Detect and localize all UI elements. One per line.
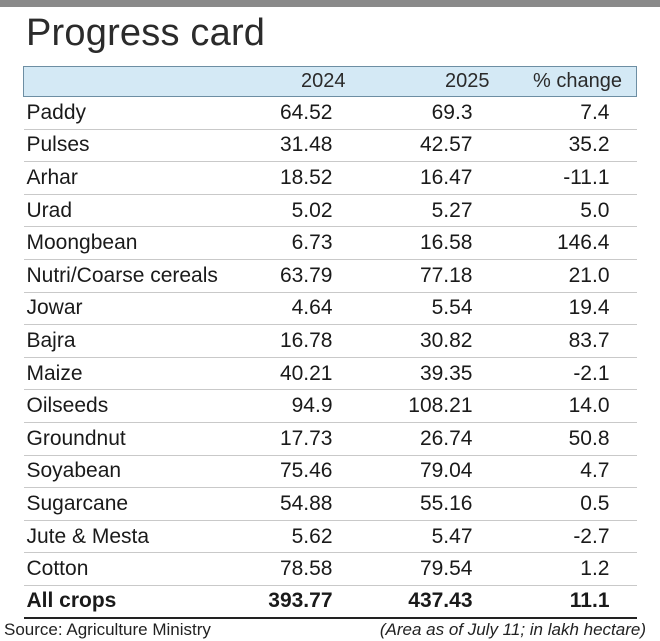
- crop-name-cell: Soyabean: [23, 455, 251, 489]
- table-row: Pulses 31.48 42.57 35.2: [23, 129, 637, 163]
- value-2024-cell: 17.73: [250, 422, 360, 456]
- crop-name-cell: Groundnut: [23, 422, 251, 456]
- crop-name-cell: Oilseeds: [23, 389, 251, 423]
- value-2025-cell: 5.27: [359, 194, 504, 228]
- table-row: Groundnut 17.73 26.74 50.8: [23, 422, 637, 456]
- percent-change-cell: 35.2: [503, 129, 637, 163]
- progress-table-container: 2024 2025 % change Paddy 64.52 69.3 7.4 Puls…: [23, 66, 637, 619]
- crop-name-cell: Maize: [23, 357, 251, 391]
- crop-name-cell: Jute & Mesta: [23, 520, 251, 554]
- percent-change-cell: -2.7: [503, 520, 637, 554]
- value-2025-cell: 108.21: [359, 389, 504, 423]
- table-row: Jute & Mesta 5.62 5.47 -2.7: [23, 520, 637, 554]
- table-row: Sugarcane 54.88 55.16 0.5: [23, 487, 637, 521]
- crop-name-cell: All crops: [23, 585, 251, 619]
- value-2025-cell: 16.58: [359, 226, 504, 260]
- value-2024-cell: 5.02: [250, 194, 360, 228]
- value-2025-cell: 30.82: [359, 324, 504, 358]
- percent-change-cell: 7.4: [503, 96, 637, 130]
- value-2024-cell: 5.62: [250, 520, 360, 554]
- percent-change-cell: 14.0: [503, 389, 637, 423]
- percent-change-cell: 4.7: [503, 455, 637, 489]
- percent-change-cell: 1.2: [503, 552, 637, 586]
- table-row: Nutri/Coarse cereals 63.79 77.18 21.0: [23, 259, 637, 293]
- value-2024-cell: 63.79: [250, 259, 360, 293]
- percent-change-cell: 19.4: [503, 292, 637, 326]
- value-2024-cell: 16.78: [250, 324, 360, 358]
- value-2024-cell: 40.21: [250, 357, 360, 391]
- column-header-change: % change: [503, 66, 637, 97]
- page-title: Progress card: [26, 12, 266, 54]
- value-2024-cell: 6.73: [250, 226, 360, 260]
- percent-change-cell: 83.7: [503, 324, 637, 358]
- percent-change-cell: -2.1: [503, 357, 637, 391]
- table-row: Urad 5.02 5.27 5.0: [23, 194, 637, 228]
- value-2025-cell: 437.43: [359, 585, 504, 619]
- crop-name-cell: Moongbean: [23, 226, 251, 260]
- source-note: Source: Agriculture Ministry: [4, 620, 211, 639]
- percent-change-cell: 146.4: [503, 226, 637, 260]
- crop-name-cell: Sugarcane: [23, 487, 251, 521]
- table-row: Soyabean 75.46 79.04 4.7: [23, 455, 637, 489]
- table-body: Paddy 64.52 69.3 7.4 Pulses 31.48 42.57 35.2 Arh…: [23, 96, 637, 619]
- value-2025-cell: 39.35: [359, 357, 504, 391]
- top-rule: [0, 0, 660, 7]
- value-2024-cell: 4.64: [250, 292, 360, 326]
- table-header-row: 2024 2025 % change: [23, 66, 637, 97]
- table-row: Maize 40.21 39.35 -2.1: [23, 357, 637, 391]
- value-2025-cell: 5.54: [359, 292, 504, 326]
- value-2025-cell: 42.57: [359, 129, 504, 163]
- crop-name-cell: Arhar: [23, 161, 251, 195]
- value-2024-cell: 18.52: [250, 161, 360, 195]
- value-2024-cell: 54.88: [250, 487, 360, 521]
- value-2025-cell: 77.18: [359, 259, 504, 293]
- table-row: Cotton 78.58 79.54 1.2: [23, 552, 637, 586]
- total-row: All crops 393.77 437.43 11.1: [23, 585, 637, 619]
- progress-table: 2024 2025 % change Paddy 64.52 69.3 7.4 Puls…: [23, 66, 637, 619]
- percent-change-cell: 50.8: [503, 422, 637, 456]
- footer: Source: Agriculture Ministry (Area as of…: [0, 618, 660, 641]
- value-2025-cell: 5.47: [359, 520, 504, 554]
- value-2024-cell: 64.52: [250, 96, 360, 130]
- crop-name-cell: Jowar: [23, 292, 251, 326]
- table-row: Oilseeds 94.9 108.21 14.0: [23, 389, 637, 423]
- value-2025-cell: 79.54: [359, 552, 504, 586]
- value-2024-cell: 31.48: [250, 129, 360, 163]
- column-header-crop: [23, 66, 251, 97]
- crop-name-cell: Nutri/Coarse cereals: [23, 259, 251, 293]
- percent-change-cell: 0.5: [503, 487, 637, 521]
- table-row: Arhar 18.52 16.47 -11.1: [23, 161, 637, 195]
- column-header-2024: 2024: [250, 66, 360, 97]
- value-2025-cell: 69.3: [359, 96, 504, 130]
- crop-name-cell: Paddy: [23, 96, 251, 130]
- crop-name-cell: Pulses: [23, 129, 251, 163]
- percent-change-cell: 5.0: [503, 194, 637, 228]
- table-row: Moongbean 6.73 16.58 146.4: [23, 226, 637, 260]
- value-2025-cell: 79.04: [359, 455, 504, 489]
- value-2025-cell: 16.47: [359, 161, 504, 195]
- value-2024-cell: 393.77: [250, 585, 360, 619]
- value-2024-cell: 78.58: [250, 552, 360, 586]
- crop-name-cell: Urad: [23, 194, 251, 228]
- unit-note: (Area as of July 11; in lakh hectare): [379, 620, 646, 639]
- value-2025-cell: 26.74: [359, 422, 504, 456]
- percent-change-cell: 11.1: [503, 585, 637, 619]
- table-row: Paddy 64.52 69.3 7.4: [23, 96, 637, 130]
- value-2024-cell: 75.46: [250, 455, 360, 489]
- column-header-2025: 2025: [359, 66, 504, 97]
- table-row: Bajra 16.78 30.82 83.7: [23, 324, 637, 358]
- percent-change-cell: 21.0: [503, 259, 637, 293]
- crop-name-cell: Cotton: [23, 552, 251, 586]
- percent-change-cell: -11.1: [503, 161, 637, 195]
- table-row: Jowar 4.64 5.54 19.4: [23, 292, 637, 326]
- value-2024-cell: 94.9: [250, 389, 360, 423]
- crop-name-cell: Bajra: [23, 324, 251, 358]
- value-2025-cell: 55.16: [359, 487, 504, 521]
